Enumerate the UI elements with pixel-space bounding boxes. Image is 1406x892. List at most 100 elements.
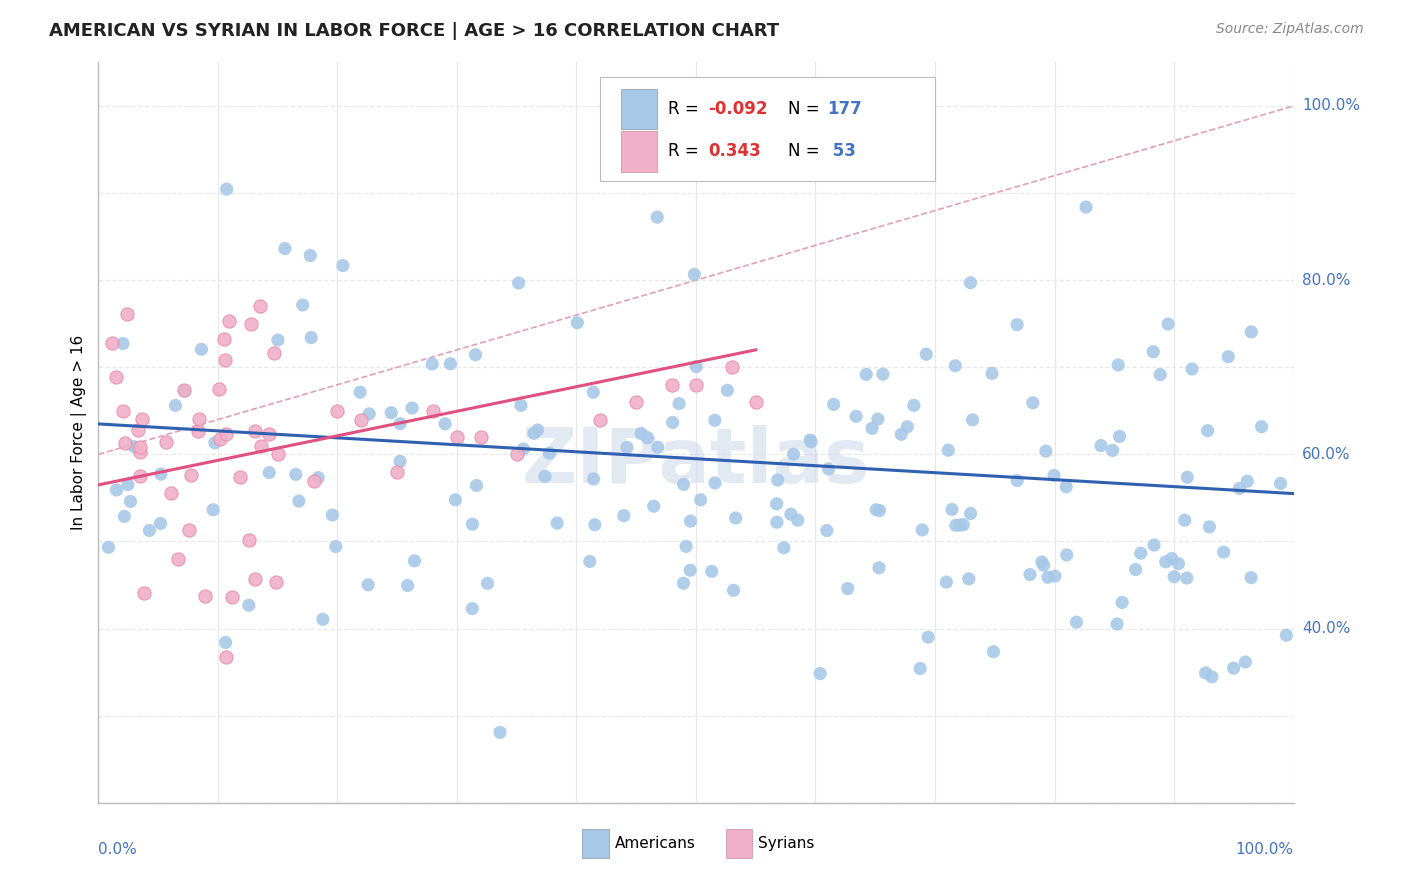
- Point: [589, 412, 612, 426]
- Point: [477, 576, 499, 591]
- FancyBboxPatch shape: [600, 78, 935, 181]
- Point: [780, 508, 803, 522]
- Point: [808, 666, 831, 681]
- Point: [218, 314, 240, 328]
- Point: [1222, 661, 1244, 675]
- Point: [1031, 555, 1053, 569]
- Point: [1005, 318, 1028, 332]
- Text: R =: R =: [668, 143, 710, 161]
- Text: 100.0%: 100.0%: [1236, 842, 1294, 856]
- Point: [823, 397, 845, 411]
- Bar: [725, 829, 752, 858]
- Point: [104, 370, 127, 384]
- Point: [389, 417, 412, 431]
- Point: [800, 434, 823, 449]
- Point: [284, 467, 307, 482]
- Point: [1107, 358, 1129, 372]
- Point: [128, 445, 150, 459]
- Point: [869, 503, 891, 517]
- Point: [1066, 615, 1088, 630]
- Point: [911, 523, 934, 537]
- Point: [1043, 569, 1066, 583]
- Bar: [620, 131, 657, 171]
- Point: [765, 497, 787, 511]
- Point: [321, 508, 343, 522]
- Point: [240, 318, 263, 332]
- Point: [941, 502, 963, 516]
- Point: [349, 385, 371, 400]
- Point: [782, 447, 804, 461]
- Point: [214, 353, 236, 368]
- Point: [845, 409, 868, 424]
- Point: [915, 347, 938, 361]
- Point: [257, 426, 280, 441]
- Point: [173, 383, 195, 397]
- Point: [1236, 474, 1258, 488]
- Point: [238, 599, 260, 613]
- Point: [208, 382, 231, 396]
- Point: [679, 514, 702, 528]
- Point: [1240, 571, 1263, 585]
- Point: [439, 357, 461, 371]
- Point: [1229, 482, 1251, 496]
- Point: [464, 348, 486, 362]
- Point: [128, 469, 150, 483]
- Point: [582, 385, 605, 400]
- Point: [668, 396, 690, 410]
- Point: [860, 421, 883, 435]
- Point: [1074, 200, 1097, 214]
- Point: [799, 433, 821, 447]
- Point: [643, 499, 665, 513]
- Point: [166, 552, 188, 566]
- Point: [212, 332, 235, 346]
- Point: [1174, 513, 1197, 527]
- Point: [526, 423, 548, 437]
- Point: [420, 357, 443, 371]
- Point: [1142, 344, 1164, 359]
- Point: [534, 469, 557, 483]
- Point: [685, 377, 707, 392]
- Point: [936, 443, 959, 458]
- Point: [1218, 350, 1240, 364]
- Point: [1212, 545, 1234, 559]
- Point: [773, 541, 796, 555]
- Point: [872, 367, 894, 381]
- Point: [1197, 424, 1219, 438]
- Point: [350, 412, 373, 426]
- Point: [1022, 396, 1045, 410]
- Point: [245, 573, 267, 587]
- Point: [703, 475, 725, 490]
- Text: 53: 53: [827, 143, 856, 161]
- Point: [187, 424, 209, 438]
- Point: [249, 299, 271, 313]
- Point: [461, 517, 484, 532]
- Point: [177, 524, 200, 538]
- Point: [149, 467, 172, 482]
- Point: [120, 494, 142, 508]
- Point: [422, 404, 444, 418]
- Point: [1005, 474, 1028, 488]
- Point: [523, 426, 546, 441]
- Point: [745, 395, 768, 409]
- Point: [215, 426, 238, 441]
- Text: 177: 177: [827, 100, 862, 118]
- Point: [766, 473, 789, 487]
- Point: [299, 248, 322, 262]
- Point: [444, 492, 467, 507]
- Point: [160, 486, 183, 500]
- Point: [404, 554, 426, 568]
- Text: 0.0%: 0.0%: [98, 842, 138, 856]
- Text: N =: N =: [787, 143, 825, 161]
- Point: [112, 509, 135, 524]
- Point: [266, 575, 288, 590]
- Point: [357, 578, 380, 592]
- Point: [952, 517, 974, 532]
- Point: [134, 586, 156, 600]
- Point: [489, 725, 512, 739]
- Point: [865, 502, 887, 516]
- Point: [105, 483, 128, 497]
- Point: [716, 384, 738, 398]
- Point: [214, 635, 236, 649]
- Point: [131, 412, 153, 426]
- Point: [1043, 468, 1066, 483]
